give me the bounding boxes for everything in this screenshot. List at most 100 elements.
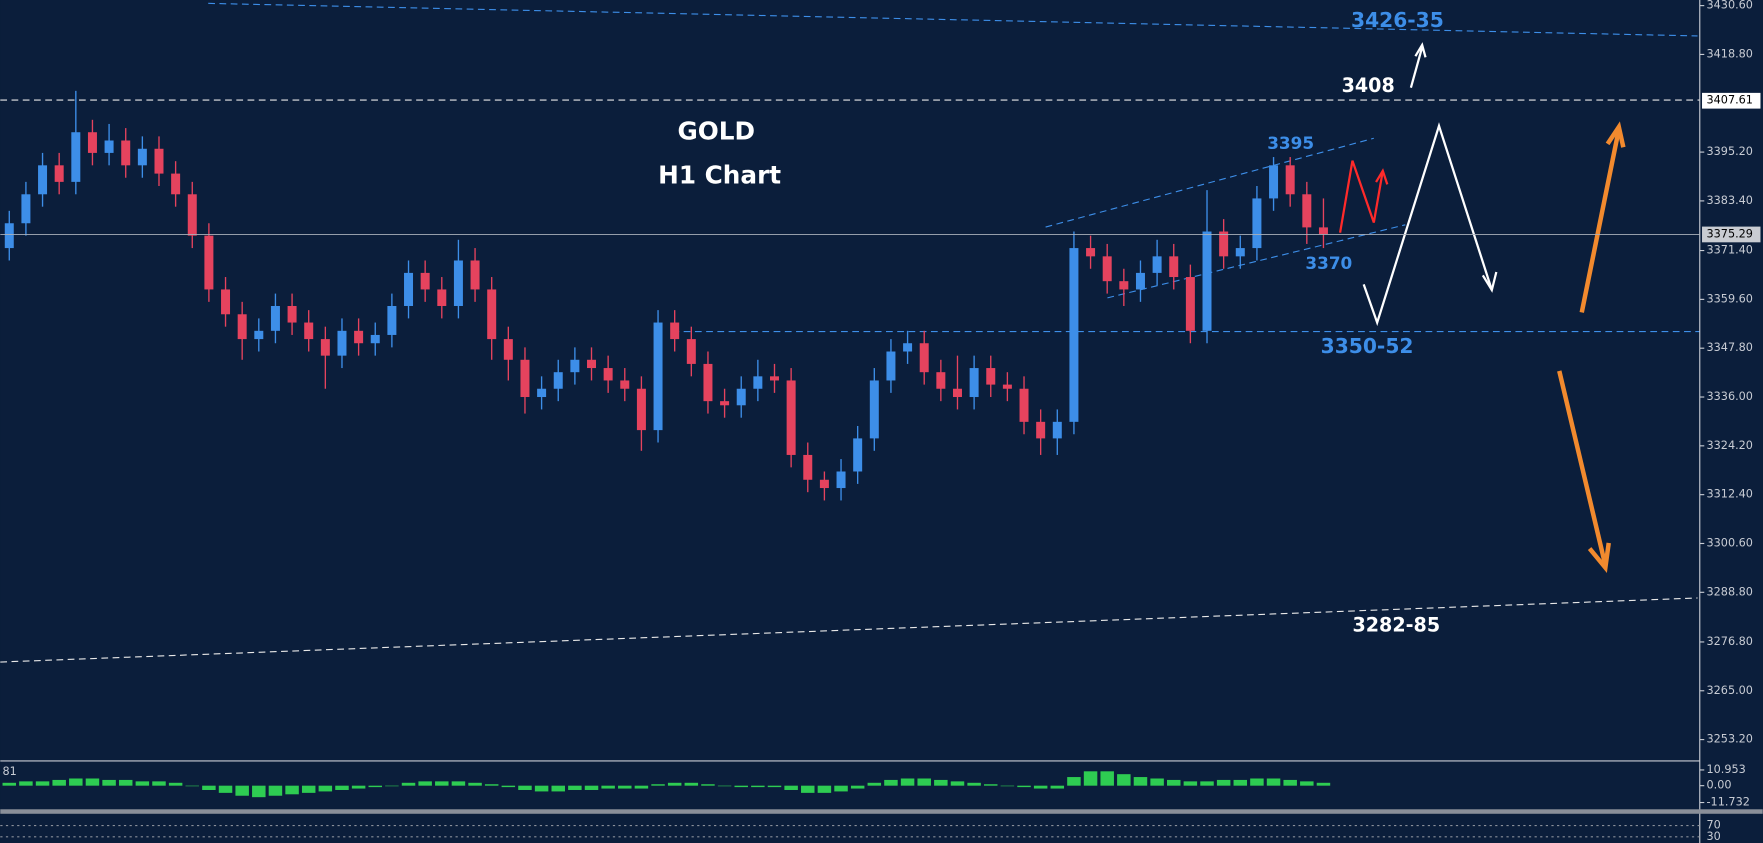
candle-body <box>1169 256 1179 278</box>
histogram-bar <box>684 782 699 786</box>
histogram-bar <box>651 784 665 786</box>
candle-body <box>819 479 829 489</box>
histogram-bar <box>468 782 482 786</box>
candle-body <box>470 260 480 290</box>
candle-body <box>1069 248 1079 422</box>
histogram-bar <box>1166 779 1181 786</box>
panel-separator <box>0 809 1763 814</box>
histogram-bar <box>817 785 832 793</box>
histogram-bar <box>1266 778 1281 786</box>
histogram-bar <box>917 778 931 786</box>
candle-body <box>4 223 14 249</box>
histogram-bar <box>152 781 166 786</box>
candle-body <box>886 351 896 381</box>
candle-body <box>154 148 164 174</box>
candle-body <box>653 322 663 431</box>
candle-body <box>636 388 646 431</box>
trendline <box>208 2 1698 37</box>
price-label-bg <box>1702 92 1761 109</box>
histogram-bar <box>1183 781 1198 786</box>
histogram-bar <box>751 785 765 788</box>
annotation: 3426-35 <box>1351 8 1444 32</box>
candle-body <box>38 165 48 195</box>
candle-body <box>71 132 81 182</box>
candle-body <box>1302 194 1312 228</box>
y-tick-label: 3324.20 <box>1707 439 1753 452</box>
histogram-bar <box>484 784 499 786</box>
candle-body <box>620 380 630 389</box>
candle-body <box>986 368 996 385</box>
candle-body <box>670 322 680 340</box>
histogram-bar <box>1017 785 1031 788</box>
histogram-bar <box>252 785 266 798</box>
histogram-bar <box>368 785 382 788</box>
histogram-bar <box>1216 779 1231 786</box>
candle-body <box>786 380 796 455</box>
candle-body <box>686 339 696 364</box>
candle-body <box>836 471 846 489</box>
candle-body <box>503 339 513 360</box>
histogram-bar <box>601 785 615 789</box>
candle-body <box>1285 165 1295 195</box>
y-tick-label: 3383.40 <box>1707 194 1753 207</box>
histogram-bar <box>69 778 83 786</box>
histogram-bar <box>618 785 632 789</box>
candles <box>4 90 1328 501</box>
candle-body <box>1086 248 1096 257</box>
path-arrow <box>1338 160 1384 233</box>
candle-body <box>453 260 463 306</box>
candle-body <box>570 359 580 373</box>
candle-body <box>1152 256 1162 273</box>
annotation: 3370 <box>1305 253 1352 273</box>
histogram-bar <box>285 785 299 795</box>
histogram-bar <box>1316 782 1331 786</box>
y-tick-label: 3347.80 <box>1707 341 1753 354</box>
candle-body <box>54 165 64 182</box>
histogram-bar <box>717 785 732 787</box>
histogram-bar <box>734 785 748 788</box>
y-tick-label: 10.953 <box>1707 763 1746 776</box>
histogram-bar <box>335 785 349 790</box>
candle-body <box>1002 384 1012 389</box>
candle-body <box>537 388 547 398</box>
candle-body <box>1202 231 1212 331</box>
arrow <box>1579 128 1622 313</box>
candle-body <box>1135 272 1145 290</box>
histogram-bar <box>1000 785 1015 787</box>
candle-body <box>270 305 280 331</box>
candle-body <box>853 438 863 472</box>
histogram-bar <box>1250 778 1264 786</box>
candle-body <box>936 372 946 389</box>
histogram-bar <box>834 785 848 792</box>
histogram-bar <box>551 785 565 792</box>
histogram-bar <box>801 785 815 793</box>
candle-body <box>304 322 314 340</box>
drawings <box>0 2 1700 663</box>
candle-body <box>1219 231 1229 257</box>
histogram-bar <box>1033 785 1048 789</box>
chart-title: GOLD <box>677 117 755 146</box>
candle-body <box>1052 421 1062 439</box>
histogram-bar <box>135 781 150 786</box>
histogram-bar <box>268 785 283 796</box>
candle-body <box>104 140 114 153</box>
histogram-bar <box>385 785 399 787</box>
histogram-bar <box>1100 771 1114 786</box>
candle-body <box>21 194 31 224</box>
arrow-head <box>1414 42 1427 58</box>
price-label: 3407.61 <box>1707 94 1753 107</box>
candle-body <box>171 173 181 195</box>
histogram-bar <box>1083 771 1098 786</box>
price-label-bg <box>1702 226 1761 243</box>
candle-body <box>869 380 879 439</box>
candle-body <box>1019 388 1029 422</box>
histogram-bar <box>168 782 183 786</box>
histogram-bar <box>202 785 216 790</box>
candle-body <box>969 368 979 398</box>
histogram-bar <box>2 782 17 786</box>
candle-body <box>1185 277 1195 331</box>
histogram-bar <box>501 785 516 788</box>
candle-body <box>404 272 414 306</box>
